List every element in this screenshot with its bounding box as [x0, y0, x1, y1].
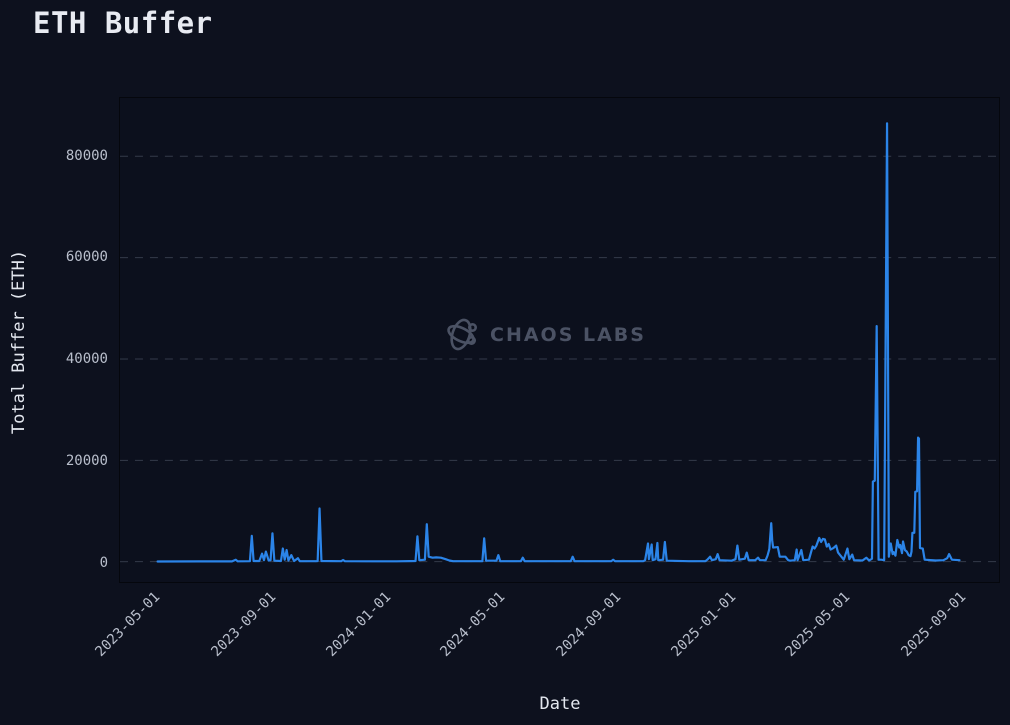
x-tick-label: 2024-05-01 — [437, 589, 509, 660]
x-tick-label: 2023-05-01 — [92, 589, 164, 660]
y-tick-label: 20000 — [65, 452, 108, 469]
buffer-line — [156, 122, 961, 563]
y-axis-title: Total Buffer (ETH) — [9, 249, 29, 435]
y-tick-label: 60000 — [65, 249, 108, 266]
x-tick-label: 2025-05-01 — [781, 589, 853, 660]
x-axis-title: Date — [539, 694, 581, 714]
y-tick-label: 40000 — [65, 351, 108, 368]
x-tick-label: 2023-09-01 — [208, 589, 280, 660]
plot-area[interactable]: CHAOS LABS — [119, 97, 1000, 583]
page-title: ETH Buffer — [33, 6, 213, 40]
x-tick-label: 2024-01-01 — [323, 589, 395, 660]
x-tick-label: 2025-01-01 — [668, 589, 740, 660]
y-tick-label: 0 — [99, 554, 108, 571]
x-tick-label: 2025-09-01 — [897, 589, 969, 660]
y-tick-label: 80000 — [65, 147, 108, 164]
chart-canvas[interactable] — [120, 98, 999, 582]
